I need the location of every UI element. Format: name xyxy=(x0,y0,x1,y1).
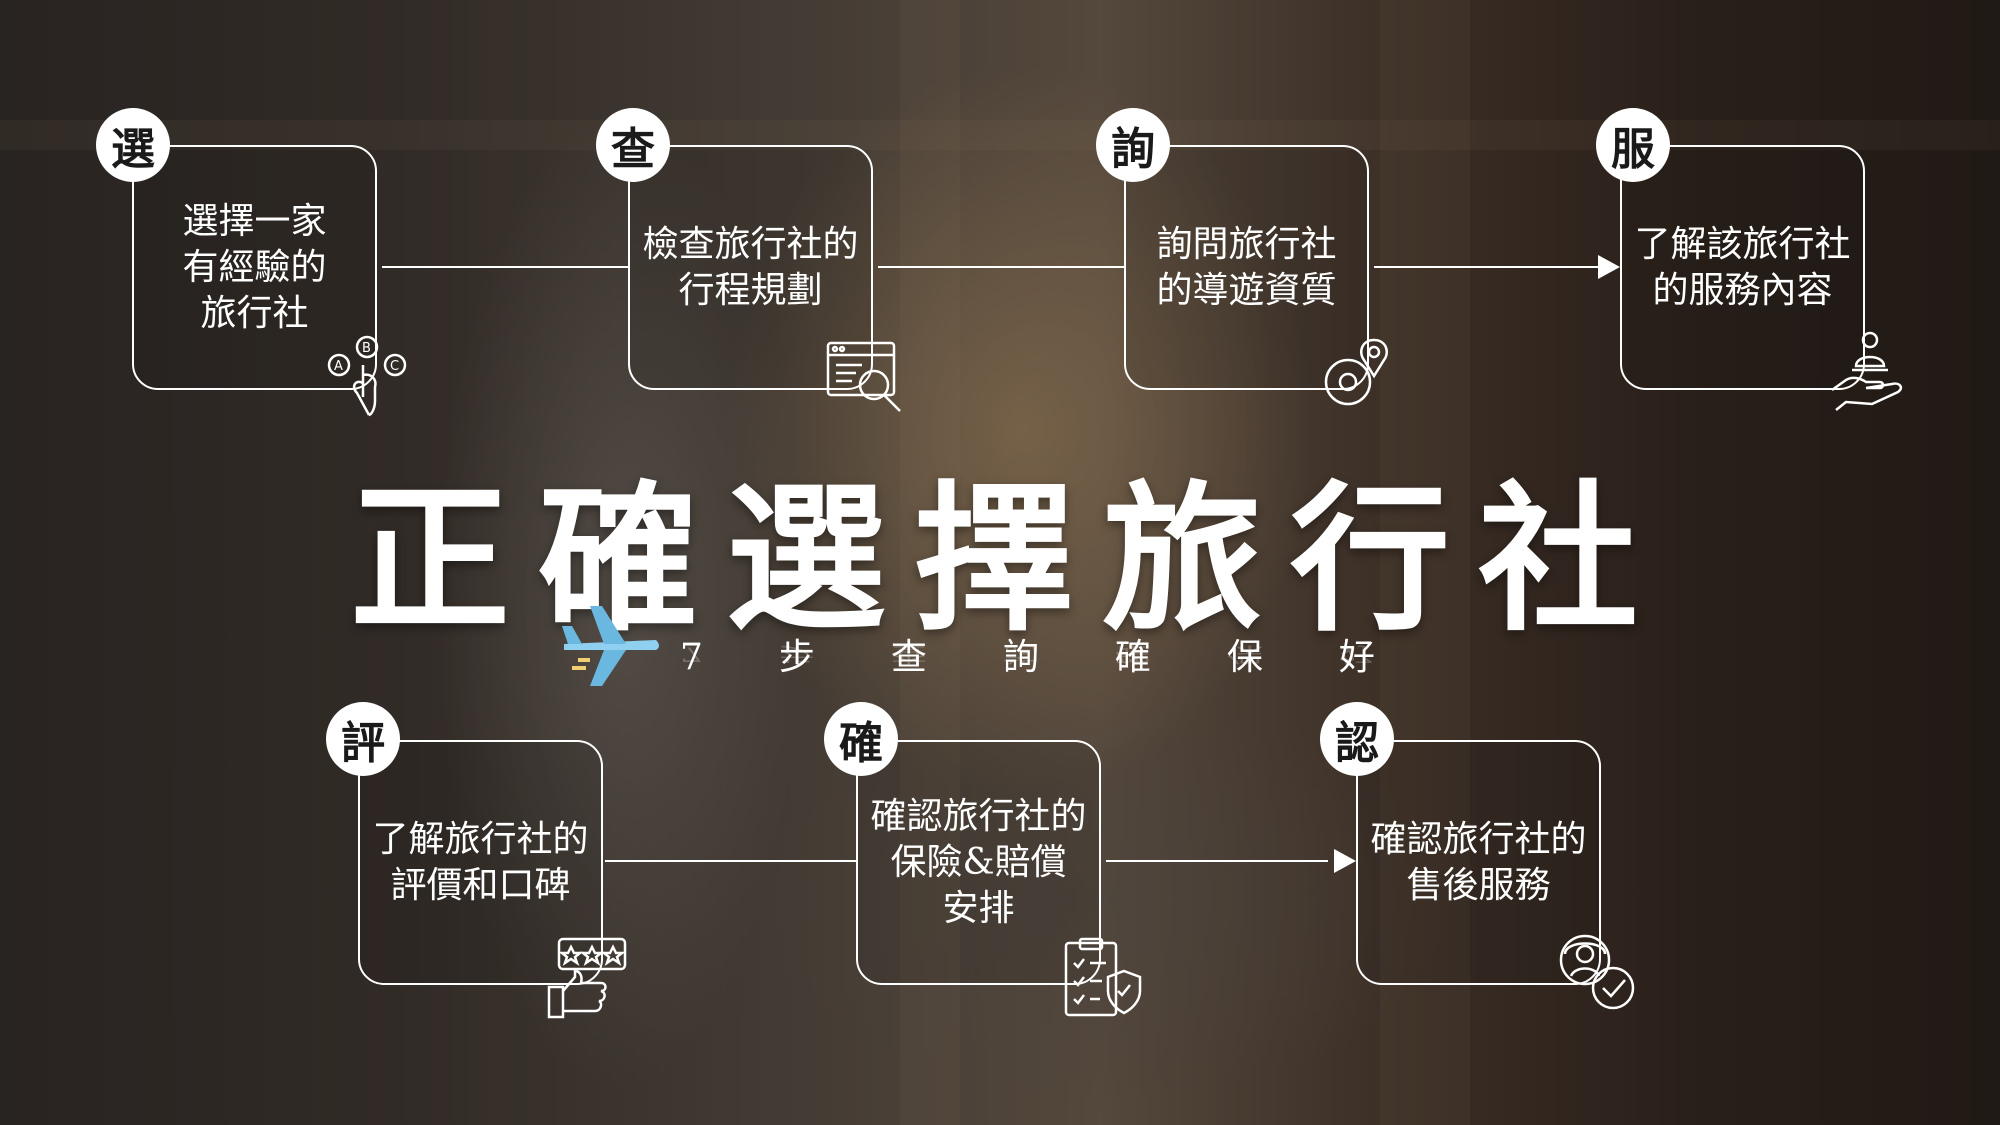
step-badge-6: 確 xyxy=(824,702,898,776)
step-badge-1: 選 xyxy=(96,108,170,182)
step-card-5: 了解旅行社的 評價和口碑 xyxy=(358,740,603,985)
step-text: 了解旅行社的 評價和口碑 xyxy=(372,818,589,906)
guide-location-icon xyxy=(1318,330,1404,416)
svg-text:A: A xyxy=(334,359,343,374)
arrow-right-icon xyxy=(1598,255,1620,279)
step-badge-3: 詢 xyxy=(1096,108,1170,182)
svg-text:B: B xyxy=(362,341,371,356)
thumbs-up-stars-icon xyxy=(545,935,631,1021)
airplane-icon xyxy=(560,600,660,690)
subtitle-reflection: 7步查詢確保好 xyxy=(680,642,1451,666)
connector-line xyxy=(1106,860,1328,862)
step-badge-4: 服 xyxy=(1596,108,1670,182)
page-title: 正確選擇旅行社 xyxy=(350,465,1667,653)
step-card-2: 檢查旅行社的 行程規劃 xyxy=(628,145,873,390)
arrow-right-icon xyxy=(1334,849,1356,873)
service-hand-icon xyxy=(1826,330,1912,416)
connector-line xyxy=(605,860,856,862)
connector-line xyxy=(878,266,1124,268)
step-text: 確認旅行社的 保險&賠償 安排 xyxy=(870,795,1087,929)
step-card-3: 詢問旅行社 的導遊資質 xyxy=(1124,145,1369,390)
step-text: 檢查旅行社的 行程規劃 xyxy=(642,223,859,311)
subtitle: 7步查詢確保好 xyxy=(680,637,1451,678)
step-text: 詢問旅行社 的導遊資質 xyxy=(1156,223,1337,311)
clipboard-shield-icon xyxy=(1060,935,1146,1021)
svg-text:C: C xyxy=(390,359,399,374)
step-card-7: 確認旅行社的 售後服務 xyxy=(1356,740,1601,985)
step-text: 選擇一家 有經驗的 旅行社 xyxy=(182,200,327,334)
support-check-icon xyxy=(1555,930,1641,1016)
connector-line xyxy=(1374,266,1598,268)
step-badge-5: 評 xyxy=(326,702,400,776)
step-badge-2: 查 xyxy=(596,108,670,182)
step-text: 確認旅行社的 售後服務 xyxy=(1370,818,1587,906)
abc-choice-hand-icon: A B C xyxy=(325,335,411,421)
connector-line xyxy=(382,266,628,268)
step-badge-7: 認 xyxy=(1320,702,1394,776)
browser-magnifier-icon xyxy=(822,335,908,421)
step-card-4: 了解該旅行社 的服務內容 xyxy=(1620,145,1865,390)
step-text: 了解該旅行社 的服務內容 xyxy=(1634,223,1851,311)
step-card-6: 確認旅行社的 保險&賠償 安排 xyxy=(856,740,1101,985)
step-card-1: 選擇一家 有經驗的 旅行社 xyxy=(132,145,377,390)
